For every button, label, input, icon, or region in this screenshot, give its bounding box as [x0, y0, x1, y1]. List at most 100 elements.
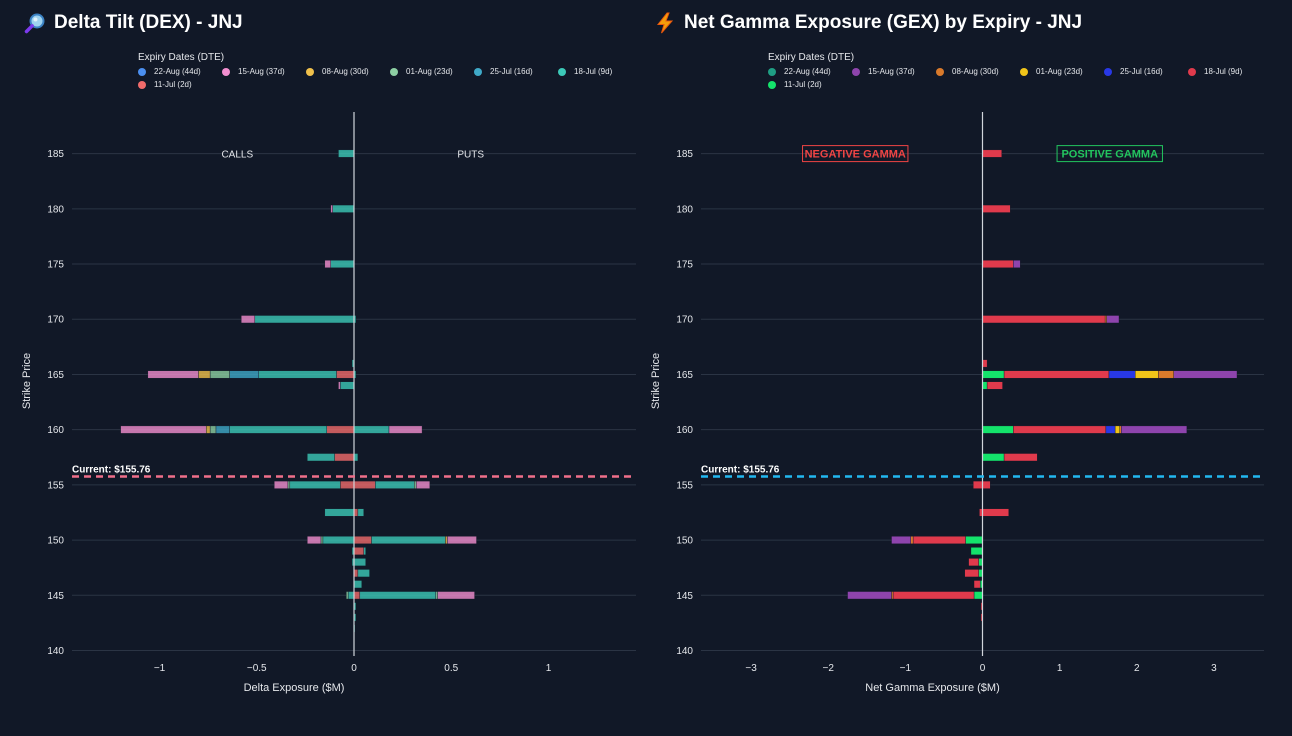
bar-segment	[254, 315, 355, 324]
legend-dot-icon	[306, 67, 314, 76]
legend-label: 18-Jul (9d)	[1204, 67, 1243, 76]
bar-segment	[375, 480, 415, 489]
bar-segment	[982, 359, 988, 368]
annotation-label: NEGATIVE GAMMA	[805, 149, 906, 161]
bar-segment	[326, 425, 355, 434]
x-axis-label: Delta Exposure ($M)	[244, 682, 345, 694]
legend-label: 22-Aug (44d)	[154, 67, 201, 76]
bar-segment	[1013, 425, 1107, 434]
y-tick-label: 170	[47, 315, 64, 326]
bar-segment	[1013, 260, 1021, 268]
bar-segment	[1108, 370, 1136, 379]
legend-dot-icon	[768, 67, 776, 76]
dex-legend-item[interactable]: 01-Aug (23d)	[390, 67, 474, 76]
bar-segment	[965, 536, 983, 545]
annotation-box	[1056, 145, 1163, 163]
bar-segment	[910, 536, 914, 545]
bar-segment	[287, 480, 291, 489]
y-tick-label: 165	[676, 370, 693, 381]
dex-legend-item[interactable]: 11-Jul (2d)	[138, 80, 222, 89]
x-tick-label: 0	[351, 663, 357, 674]
bar-segment	[982, 370, 1005, 379]
bar-segment	[340, 480, 355, 489]
bar-segment	[982, 381, 988, 390]
gex-panel: Net Gamma Exposure (GEX) by Expiry - JNJ…	[646, 0, 1292, 736]
bar-segment	[968, 558, 979, 567]
bar-segment	[1119, 425, 1122, 434]
gex-legend-title: Expiry Dates (DTE)	[768, 52, 855, 63]
bar-segment	[1105, 425, 1116, 434]
dex-legend-items: 22-Aug (44d) 15-Aug (37d) 08-Aug (30d) 01-A…	[138, 67, 658, 89]
bar-segment	[447, 536, 477, 545]
bar-segment	[371, 536, 446, 545]
bar-segment	[1158, 370, 1174, 379]
bar-segment	[320, 536, 324, 545]
bar-segment	[1121, 425, 1188, 434]
dex-panel: Delta Tilt (DEX) - JNJ Expiry Dates (DTE…	[24, 12, 612, 89]
x-tick-label: −3	[745, 663, 757, 674]
bar-segment	[388, 425, 423, 434]
gex-legend-item[interactable]: 08-Aug (30d)	[936, 67, 1020, 76]
y-tick-label: 185	[47, 149, 64, 160]
y-tick-label: 155	[676, 480, 693, 491]
legend-label: 18-Jul (9d)	[574, 67, 613, 76]
dex-legend-item[interactable]: 08-Aug (30d)	[306, 67, 390, 76]
x-tick-label: 0	[980, 663, 986, 674]
bar-segment	[338, 381, 341, 390]
legend-dot-icon	[768, 80, 776, 89]
bar-segment	[347, 591, 355, 600]
legend-label: 15-Aug (37d)	[238, 67, 285, 76]
x-tick-label: 3	[1211, 663, 1217, 674]
bar-segment	[891, 591, 894, 600]
gex-legend-item[interactable]: 22-Aug (44d)	[768, 67, 852, 76]
gex-legend-item[interactable]: 15-Aug (37d)	[852, 67, 936, 76]
lightning-icon	[656, 12, 674, 34]
bar-segment	[1003, 370, 1110, 379]
legend-dot-icon	[474, 67, 482, 76]
gex-legend-item[interactable]: 01-Aug (23d)	[1020, 67, 1104, 76]
gex-legend-item[interactable]: 18-Jul (9d)	[1188, 67, 1272, 76]
bar-segment	[982, 149, 1002, 158]
y-tick-label: 145	[676, 591, 693, 602]
bar-segment	[357, 508, 364, 517]
legend-label: 08-Aug (30d)	[952, 67, 999, 76]
annotation-label: CALLS	[221, 150, 253, 161]
annotation-label: POSITIVE GAMMA	[1061, 149, 1158, 161]
gex-legend-item[interactable]: 11-Jul (2d)	[768, 80, 852, 89]
gex-legend-item[interactable]: 25-Jul (16d)	[1104, 67, 1188, 76]
bar-segment	[435, 591, 438, 600]
bar-segment	[1173, 370, 1238, 379]
bar-segment	[1106, 315, 1120, 324]
bar-segment	[353, 547, 364, 556]
gex-chart: 140 145 150 155 160 165 170 175 180 185 −3 −2 −1 0 1 2 3…	[650, 112, 1264, 694]
bar-segment	[120, 425, 207, 434]
dex-legend-item[interactable]: 22-Aug (44d)	[138, 67, 222, 76]
bar-segment	[982, 315, 1106, 324]
x-axis-label: Net Gamma Exposure ($M)	[865, 682, 999, 694]
gex-title: Net Gamma Exposure (GEX) by Expiry - JNJ	[654, 12, 1082, 34]
gex-legend: Expiry Dates (DTE) 22-Aug (44d) 15-Aug (3…	[768, 52, 1288, 89]
magnifier-icon	[24, 13, 45, 34]
gex-title-text: Net Gamma Exposure (GEX) by Expiry - JNJ	[684, 12, 1083, 33]
bar-segment	[847, 591, 892, 600]
bar-segment	[209, 425, 217, 434]
bar-segment	[982, 480, 991, 489]
bar-segment	[324, 260, 331, 268]
legend-label: 01-Aug (23d)	[406, 67, 453, 76]
legend-label: 25-Jul (16d)	[1120, 67, 1163, 76]
y-tick-label: 165	[47, 370, 64, 381]
dex-legend-item[interactable]: 25-Jul (16d)	[474, 67, 558, 76]
current-price-label: Current: $155.76	[701, 464, 780, 475]
legend-dot-icon	[852, 67, 860, 76]
bar-segment	[973, 591, 983, 600]
bar-segment	[229, 370, 259, 379]
bar-segment	[215, 425, 230, 434]
bar-segment	[229, 425, 327, 434]
dex-legend-item[interactable]: 15-Aug (37d)	[222, 67, 306, 76]
x-tick-label: −2	[823, 663, 835, 674]
bar-segment	[198, 370, 211, 379]
y-tick-label: 150	[676, 536, 693, 547]
dex-legend-item[interactable]: 18-Jul (9d)	[558, 67, 642, 76]
legend-dot-icon	[138, 80, 146, 89]
